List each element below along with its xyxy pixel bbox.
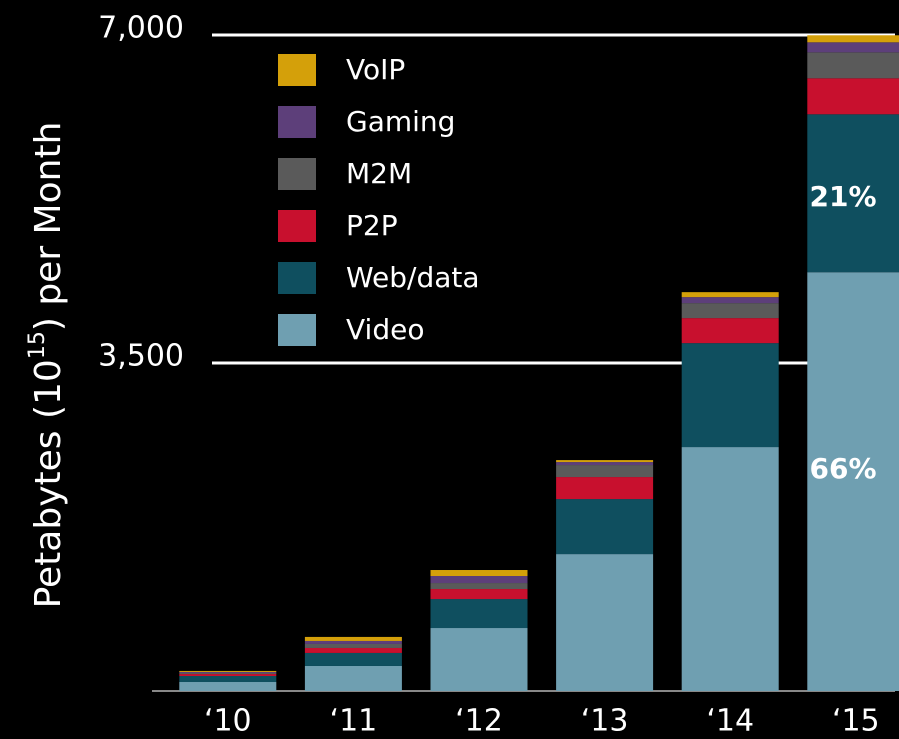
bar-segment <box>681 318 779 344</box>
y-tick-label: 7,000 <box>98 11 184 46</box>
bar-segment <box>179 682 277 691</box>
bar-segment <box>556 554 654 691</box>
bar-segment <box>179 673 277 675</box>
bar-segment <box>179 674 277 677</box>
legend-label: Video <box>346 313 424 346</box>
bar-segment <box>681 447 779 691</box>
bar-segment <box>430 599 528 629</box>
bar-segment <box>807 52 899 79</box>
x-tick-label: ‘11 <box>330 704 378 739</box>
legend-label: Web/data <box>346 261 480 294</box>
bar-segment <box>179 676 277 683</box>
legend-label: VoIP <box>346 53 405 86</box>
bar-segment <box>430 589 528 600</box>
legend-swatch <box>278 158 316 190</box>
y-tick-label: 3,500 <box>98 339 184 374</box>
x-tick-label: ‘10 <box>204 704 252 739</box>
x-tick-label: ‘15 <box>832 704 880 739</box>
x-tick-label: ‘12 <box>455 704 503 739</box>
y-axis-title-part: ) per Month <box>28 122 69 332</box>
legend-swatch <box>278 106 316 138</box>
annotation: 66% <box>809 452 876 485</box>
legend-swatch <box>278 210 316 242</box>
legend-swatch <box>278 54 316 86</box>
bar-segment <box>430 576 528 584</box>
bar-segment <box>681 292 779 298</box>
legend-label: M2M <box>346 157 412 190</box>
bar-segment <box>304 647 402 653</box>
bar-segment <box>807 78 899 115</box>
bar-segment <box>681 343 779 448</box>
bar-segment <box>556 465 654 478</box>
bar-segment <box>304 665 402 691</box>
bar-segment <box>556 462 654 466</box>
y-axis-title-part: Petabytes (10 <box>28 359 69 608</box>
bar-segment <box>304 652 402 666</box>
legend-swatch <box>278 262 316 294</box>
bar-segment <box>556 477 654 500</box>
annotation: 21% <box>809 180 876 213</box>
x-tick-label: ‘13 <box>581 704 629 739</box>
bar-segment <box>304 636 402 641</box>
bar-segment <box>179 671 277 674</box>
bar-segment <box>807 35 899 43</box>
bar-segment <box>304 640 402 644</box>
bar-segment <box>430 583 528 590</box>
bar-segment <box>179 670 277 672</box>
y-axis-title: Petabytes (1015) per Month <box>25 122 69 609</box>
x-tick-label: ‘14 <box>706 704 754 739</box>
legend-label: P2P <box>346 209 398 242</box>
legend-swatch <box>278 314 316 346</box>
bar-segment <box>556 460 654 463</box>
bar-segment <box>807 272 899 691</box>
bar-segment <box>681 297 779 304</box>
y-axis-title-superscript: 15 <box>25 331 50 359</box>
bar-segment <box>304 643 402 648</box>
bar-segment <box>807 114 899 273</box>
bar-segment <box>430 628 528 691</box>
bar-segment <box>681 303 779 319</box>
bar-segment <box>556 499 654 555</box>
legend-label: Gaming <box>346 105 455 138</box>
bar-segment <box>807 42 899 53</box>
bar-segment <box>430 570 528 577</box>
